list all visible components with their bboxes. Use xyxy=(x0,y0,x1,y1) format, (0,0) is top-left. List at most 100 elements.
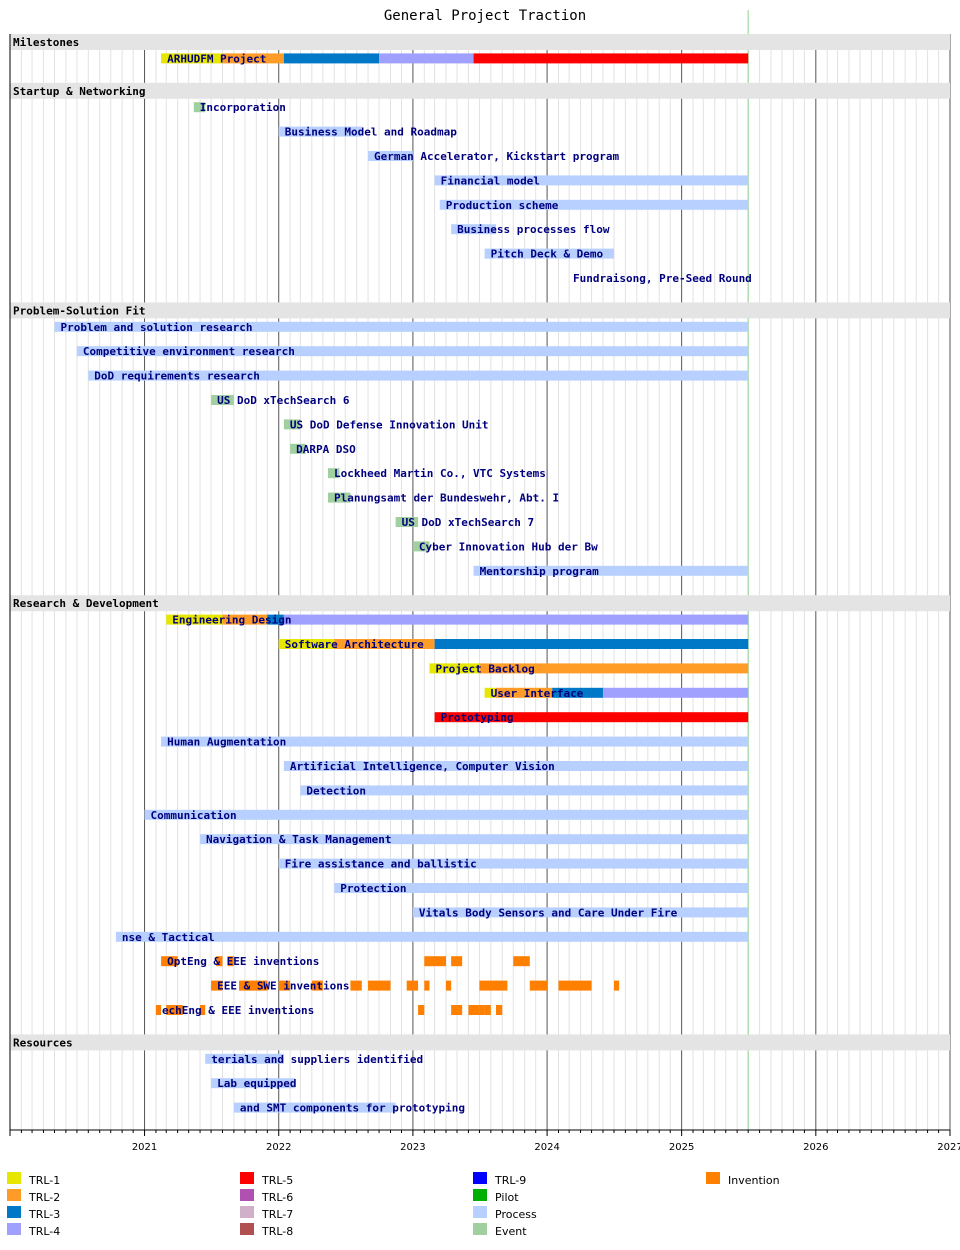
legend-label: TRL-5 xyxy=(261,1174,293,1187)
task-bar-segment xyxy=(193,102,206,113)
task-label: Communication xyxy=(151,809,237,822)
task-label: Engineering Design xyxy=(172,614,291,627)
task-bar-segment xyxy=(484,1005,491,1015)
task-bar-segment xyxy=(200,1005,206,1015)
task-bar-segment xyxy=(434,175,749,186)
legend-swatch xyxy=(473,1189,487,1201)
task-bar-segment xyxy=(216,956,223,967)
task-label: User Interface xyxy=(491,687,584,700)
task-label: US DoD xTechSearch 6 xyxy=(217,394,350,407)
task-label: Incorporation xyxy=(200,101,286,114)
task-bar-segment xyxy=(161,736,749,747)
task-bar-segment xyxy=(278,980,291,991)
task-bar-segment xyxy=(327,492,351,503)
task-bar-segment xyxy=(445,980,452,991)
task-bar-segment xyxy=(222,614,268,625)
x-tick-label: 2025 xyxy=(669,1142,694,1153)
task-label: Navigation & Task Management xyxy=(206,833,391,846)
task-bar-segment xyxy=(233,1102,396,1113)
x-tick-label: 2026 xyxy=(803,1142,828,1153)
task-label: Business processes flow xyxy=(457,223,610,236)
task-label: US DoD xTechSearch 7 xyxy=(402,516,534,529)
task-label: Human Augmentation xyxy=(167,736,286,749)
task-label: Planungsamt der Bundeswehr, Abt. I xyxy=(334,492,559,505)
task-bar-segment xyxy=(239,980,268,991)
task-label: Production scheme xyxy=(446,199,559,212)
task-bar-segment xyxy=(479,1005,485,1015)
legend-swatch xyxy=(7,1189,21,1201)
task-label: Protection xyxy=(340,882,406,895)
legend-swatch xyxy=(706,1172,720,1184)
section-band xyxy=(10,302,950,319)
task-bar-segment xyxy=(267,614,284,625)
task-label: Pitch Deck & Demo xyxy=(491,248,604,261)
task-bar-segment xyxy=(529,980,548,991)
task-label: DARPA DSO xyxy=(296,443,356,456)
task-bar-segment xyxy=(290,443,306,454)
section-band xyxy=(10,595,950,612)
task-bar-segment xyxy=(283,761,749,771)
section-label: Resources xyxy=(13,1036,73,1049)
grid-lines xyxy=(9,10,951,1130)
task-label: Business Model and Roadmap xyxy=(285,126,458,139)
task-bar-segment xyxy=(161,53,223,64)
task-bar-segment xyxy=(155,1005,162,1015)
task-bar-segment xyxy=(379,53,474,64)
task-label: German Accelerator, Kickstart program xyxy=(374,150,619,163)
task-label: Mentorship program xyxy=(480,565,600,578)
x-tick-label: 2027 xyxy=(937,1142,960,1153)
legend-swatch xyxy=(7,1223,21,1235)
x-axis: 2021 2022 2023 2024 2025 2026 2027 xyxy=(9,34,960,1153)
task-bar-segment xyxy=(278,639,335,649)
task-label: and SMT components for prototyping xyxy=(240,1102,465,1115)
section-band xyxy=(10,82,950,99)
task-label: ARHUDFM Project xyxy=(167,52,266,65)
task-bar-segment xyxy=(211,1078,296,1089)
task-label: OptEng & EEE inventions xyxy=(167,955,319,968)
legend-label: TRL-2 xyxy=(28,1191,60,1204)
section-label: Milestones xyxy=(13,36,79,49)
task-bar-segment xyxy=(115,931,749,942)
task-bar-segment xyxy=(412,907,749,918)
x-tick-label: 2021 xyxy=(132,1142,157,1153)
task-bar-segment xyxy=(484,687,496,698)
task-bar-segment xyxy=(451,1005,463,1015)
task-bar-segment xyxy=(144,809,749,820)
task-label: terials and suppliers identified xyxy=(211,1053,423,1066)
legend-label: TRL-4 xyxy=(28,1225,60,1238)
task-bar-segment xyxy=(451,224,496,235)
legend-label: TRL-7 xyxy=(261,1208,293,1221)
task-bar-segment xyxy=(368,980,391,991)
task-bar-segment xyxy=(211,980,223,991)
x-tick-label: 2024 xyxy=(534,1142,559,1153)
task-bar-segment xyxy=(368,151,413,161)
task-bar-segment xyxy=(613,980,620,991)
task-label: Fire assistance and ballistic xyxy=(285,858,477,871)
task-bar-segment xyxy=(334,883,749,893)
task-bar-segment xyxy=(495,1005,503,1015)
task-bar-segment xyxy=(311,980,323,991)
task-bar-segment xyxy=(513,956,530,967)
task-bar-segment xyxy=(350,980,362,991)
legend-label: TRL-1 xyxy=(28,1174,60,1187)
task-label: Financial model xyxy=(441,174,540,187)
legend-label: Pilot xyxy=(495,1191,519,1204)
task-bar-segment xyxy=(473,53,749,64)
legend-swatch xyxy=(240,1206,254,1218)
legend-swatch xyxy=(473,1172,487,1184)
task-bar-segment xyxy=(283,53,380,64)
task-bar-segment xyxy=(283,419,301,430)
task-label: Problem and solution research xyxy=(60,321,252,334)
task-bar-segment xyxy=(484,248,614,259)
task-bar-segment xyxy=(222,53,284,64)
task-bar-segment xyxy=(161,956,178,967)
task-label: Cyber Innovation Hub der Bw xyxy=(419,540,598,553)
legend-swatch xyxy=(473,1223,487,1235)
task-bar-segment xyxy=(395,517,419,527)
task-bar-segment xyxy=(434,712,749,723)
task-bar-segment xyxy=(334,639,435,649)
task-label: echEng & EEE inventions xyxy=(162,1004,314,1017)
task-bar-segment xyxy=(406,980,419,991)
section-bands xyxy=(10,34,950,1051)
